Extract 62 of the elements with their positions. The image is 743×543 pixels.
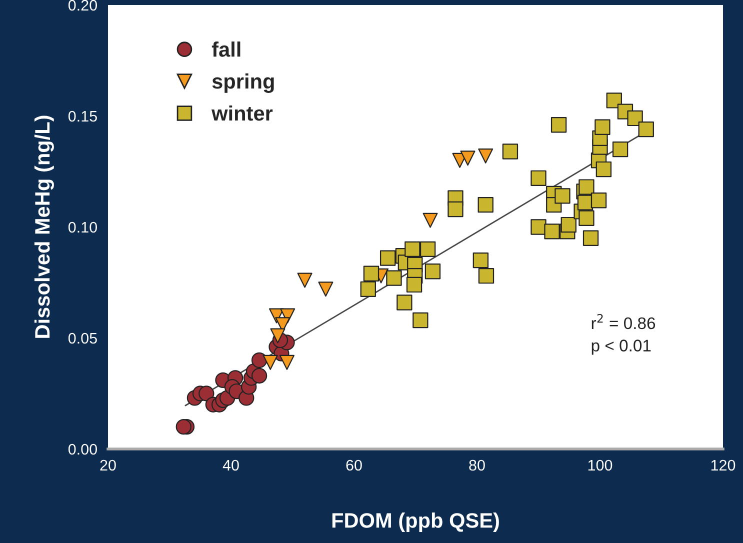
point [422, 212, 438, 228]
point [406, 276, 422, 293]
point [279, 354, 294, 370]
annotation: r$^{2}$ = 0.86 [592, 314, 656, 330]
point [472, 252, 489, 268]
point [578, 179, 594, 195]
y-tick-label: 0.15 [68, 110, 97, 122]
point [380, 250, 396, 266]
point [262, 354, 278, 370]
point [478, 268, 494, 284]
point [412, 312, 428, 328]
point [550, 117, 567, 133]
x-tick-label: 120 [711, 460, 736, 471]
legend-label: winter [212, 105, 273, 121]
point [318, 282, 334, 297]
point [396, 294, 412, 310]
point [502, 144, 518, 160]
point [594, 119, 610, 135]
point [448, 201, 464, 218]
point [270, 328, 286, 344]
point [460, 150, 476, 166]
point [596, 161, 612, 178]
y-tick-label: 0.00 [68, 444, 97, 455]
annotation: p < 0.01 [592, 340, 651, 355]
x-tick-label: 80 [469, 460, 485, 471]
point [360, 281, 376, 297]
point [386, 270, 402, 286]
point [560, 216, 576, 233]
point [530, 170, 546, 186]
point [478, 196, 494, 213]
point [251, 352, 268, 368]
point [176, 418, 192, 435]
point [590, 192, 607, 208]
x-axis-title: FDOM (ppb QSE) [332, 512, 499, 532]
point [530, 219, 546, 235]
y-tick-label: 0.10 [68, 222, 97, 233]
y-tick-label: 0.05 [68, 332, 97, 344]
point [251, 368, 268, 384]
point [404, 241, 420, 258]
point [582, 230, 599, 246]
point [578, 210, 594, 226]
legend-label: spring [212, 73, 274, 93]
point [554, 188, 570, 204]
y-axis-title: Dissolved MeHg (ng/L) [34, 116, 54, 338]
point [478, 148, 494, 164]
point [363, 266, 380, 282]
legend-label: fall [212, 42, 240, 57]
x-tick-label: 100 [588, 460, 612, 471]
point [606, 92, 622, 108]
point [544, 224, 560, 240]
y-tick-label: 0.20 [68, 0, 97, 11]
point [638, 121, 654, 138]
point [297, 272, 312, 288]
x-tick-label: 60 [346, 460, 362, 471]
point [612, 141, 628, 158]
x-tick-label: 20 [100, 460, 116, 471]
point [198, 386, 214, 402]
x-tick-label: 40 [222, 460, 239, 471]
point [420, 241, 436, 258]
point [577, 194, 594, 210]
point [627, 110, 643, 126]
point [424, 264, 441, 280]
